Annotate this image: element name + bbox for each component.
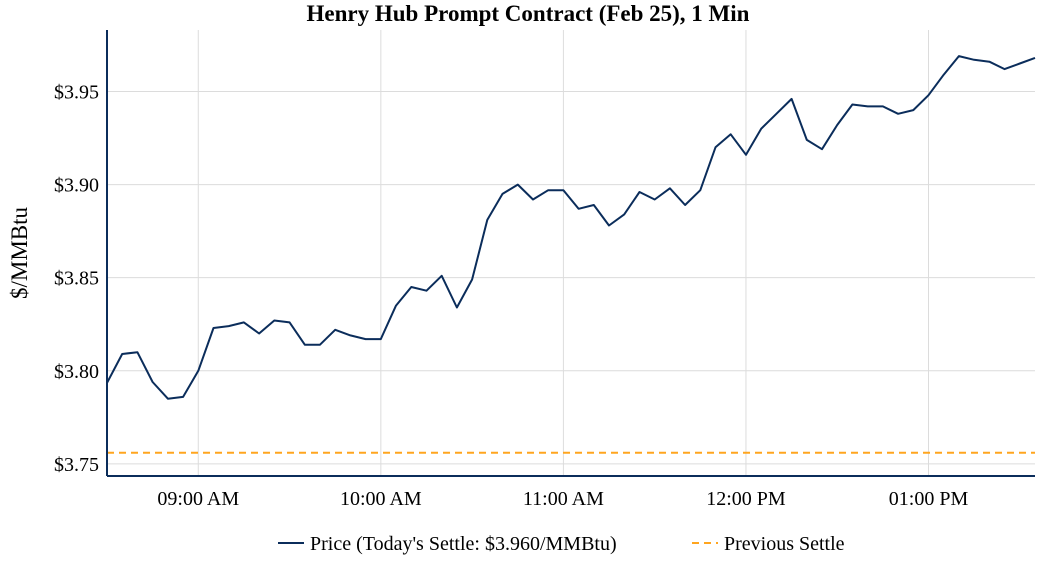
- x-tick-label: 11:00 AM: [523, 488, 604, 510]
- chart-title: Henry Hub Prompt Contract (Feb 25), 1 Mi…: [307, 1, 750, 26]
- y-tick-label: $3.90: [54, 175, 99, 197]
- price-line: [106, 55, 1036, 400]
- x-tick-label: 09:00 AM: [157, 488, 239, 510]
- y-tick-label: $3.75: [54, 454, 99, 476]
- legend: Price (Today's Settle: $3.960/MMBtu) Pre…: [278, 533, 845, 555]
- y-tick-label: $3.85: [54, 268, 99, 290]
- x-tick-label: 10:00 AM: [340, 488, 422, 510]
- legend-price-label: Price (Today's Settle: $3.960/MMBtu): [310, 533, 617, 555]
- legend-previous-settle-label: Previous Settle: [724, 533, 845, 555]
- y-tick-label: $3.95: [54, 81, 99, 103]
- x-tick-label: 01:00 PM: [889, 488, 969, 510]
- y-axis-label: $/MMBtu: [7, 206, 32, 299]
- x-tick-label: 12:00 PM: [706, 488, 786, 510]
- y-tick-label: $3.80: [54, 361, 99, 383]
